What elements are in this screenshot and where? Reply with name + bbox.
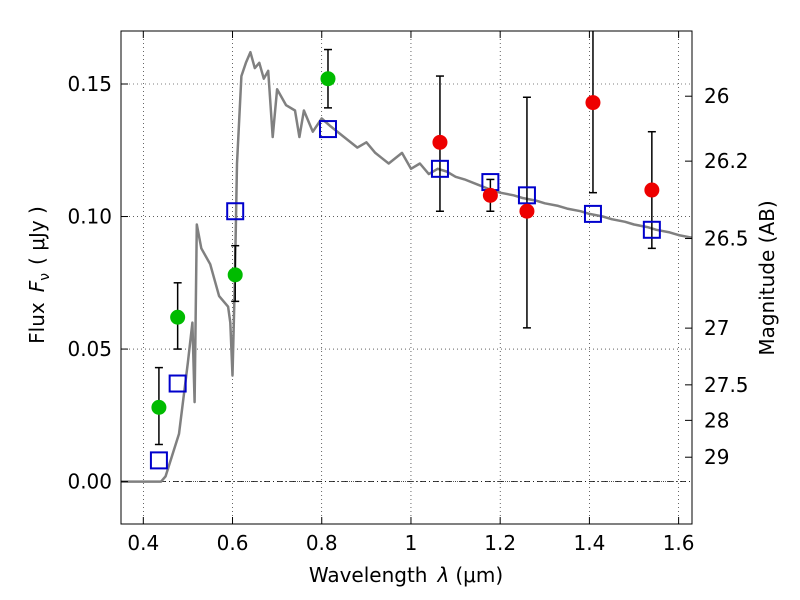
error-bar-layer — [154, 31, 656, 446]
model-photometry-square — [168, 374, 187, 393]
y-tick-label: 0.00 — [67, 470, 112, 494]
observed-point — [519, 203, 535, 219]
model-photometry-square — [226, 202, 245, 221]
y-tick-label: 0.10 — [67, 205, 112, 229]
tick-labels: 0.4 0.6 0.8 1 1.2 1.4 1.6 0.00 0.05 0.10 0.15 26 26.… — [67, 72, 748, 555]
x-tick-label: 1 — [405, 531, 418, 555]
x-axis-lambda: λ — [437, 563, 450, 587]
y-axis-unit: ( μJy ) — [25, 206, 49, 265]
y-tick-label: 0.05 — [67, 337, 112, 361]
y-tick-label: 0.15 — [67, 72, 112, 96]
right-axis-title: Magnitude (AB) — [755, 200, 779, 355]
model-photometry-square — [430, 159, 449, 178]
observed-point — [585, 95, 601, 111]
observed-point — [227, 267, 243, 283]
model-photometry-square — [318, 120, 337, 139]
right-axis-tick-label: 27 — [704, 316, 729, 340]
x-axis-unit: (μm) — [455, 563, 503, 587]
y-axis-subscript: ν — [37, 273, 53, 281]
right-axis-tick-label: 26.2 — [704, 149, 749, 173]
right-axis-tick-label: 27.5 — [704, 373, 749, 397]
x-tick-label: 1.2 — [484, 531, 516, 555]
grid-lines — [121, 31, 692, 524]
x-axis-title: Wavelength λ (μm) — [309, 563, 503, 587]
tick-marks — [121, 31, 692, 524]
x-tick-label: 0.8 — [306, 531, 338, 555]
sed-curve-layer — [121, 50, 693, 483]
y-axis-symbol: F — [25, 280, 49, 292]
observed-point — [151, 399, 167, 415]
right-axis-tick-label: 26 — [704, 84, 729, 108]
observed-point — [170, 309, 186, 325]
x-axis-title-text: Wavelength — [309, 563, 428, 587]
x-tick-label: 0.6 — [217, 531, 249, 555]
right-axis-tick-label: 28 — [704, 408, 729, 432]
observed-point — [482, 187, 498, 203]
right-axis-tick-label: 29 — [704, 445, 729, 469]
right-axis-tick-label: 26.5 — [704, 227, 749, 251]
y-axis-title-text: Flux — [25, 302, 49, 344]
model-photometry-square — [642, 220, 661, 239]
observed-point — [432, 134, 448, 150]
x-tick-label: 1.6 — [663, 531, 695, 555]
model-photometry-layer — [149, 120, 661, 470]
observed-point — [320, 71, 336, 87]
model-photometry-square — [149, 451, 168, 470]
y-axis-title: Flux Fν ( μJy ) — [25, 206, 53, 344]
x-tick-label: 1.4 — [573, 531, 605, 555]
plot-frame — [120, 30, 693, 525]
sed-curve — [121, 50, 693, 483]
x-tick-label: 0.4 — [127, 531, 159, 555]
model-photometry-square — [583, 204, 602, 223]
observed-point — [644, 182, 660, 198]
observed-points-layer — [151, 71, 660, 415]
model-photometry-square — [517, 186, 536, 205]
